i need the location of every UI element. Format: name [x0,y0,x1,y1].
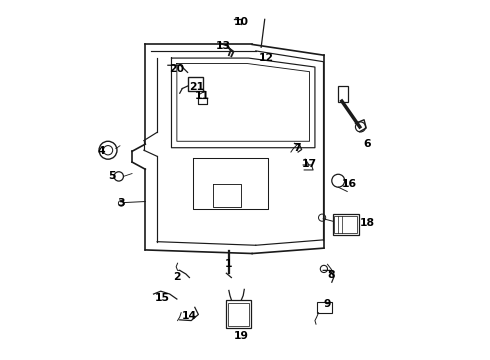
Text: 8: 8 [327,270,335,280]
Text: 4: 4 [98,146,105,156]
Bar [334,216,357,233]
Text: 6: 6 [363,139,371,149]
Text: 10: 10 [234,17,249,27]
Text: 20: 20 [170,64,184,74]
Text: 18: 18 [360,218,374,228]
Bar [188,77,203,91]
Text: 5: 5 [109,171,116,181]
Text: 7: 7 [293,143,301,153]
Text: 15: 15 [155,293,170,303]
Text: 17: 17 [302,159,317,169]
Bar [317,302,332,313]
Bar [228,303,248,326]
Text: 16: 16 [342,179,357,189]
Text: 13: 13 [216,41,231,50]
Text: 9: 9 [324,299,331,309]
Bar [338,86,348,102]
Text: 21: 21 [189,82,204,92]
Text: 11: 11 [195,91,209,101]
Text: 19: 19 [234,331,249,341]
Bar [333,214,359,234]
Text: 3: 3 [118,198,125,208]
Bar [226,300,251,328]
Text: 12: 12 [259,53,274,63]
Text: 2: 2 [173,272,181,282]
Text: 1: 1 [225,259,233,269]
Text: 14: 14 [182,311,197,321]
